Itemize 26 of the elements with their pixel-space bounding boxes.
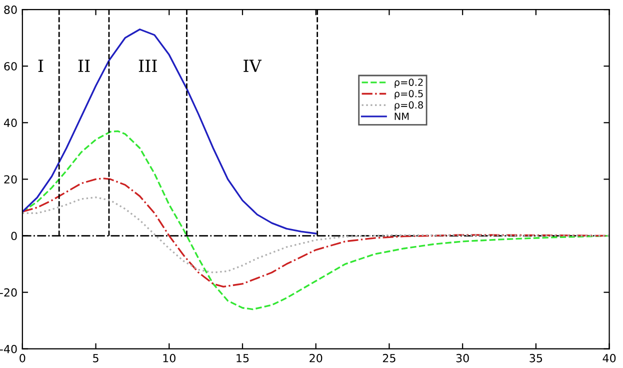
- y-tick-label: -40: [0, 344, 17, 354]
- y-tick-label: 60: [4, 62, 17, 70]
- x-tick-label: 20: [310, 354, 322, 362]
- annotation: I: [38, 60, 44, 72]
- annotation: IV: [244, 60, 262, 72]
- legend-label: ρ=0.2: [394, 78, 423, 88]
- y-tick-label: -20: [0, 288, 17, 297]
- line-series: [22, 196, 610, 274]
- annotation: III: [138, 60, 157, 72]
- legend-label: ρ=0.8: [394, 101, 423, 111]
- x-tick-label: 10: [163, 354, 176, 362]
- x-tick-label: 15: [236, 354, 249, 362]
- x-tick-label: 5: [93, 354, 98, 362]
- legend-label: NM: [394, 112, 409, 120]
- x-tick-label: 40: [602, 354, 616, 362]
- x-tick-label: 0: [20, 354, 26, 362]
- x-tick-label: 25: [382, 354, 396, 362]
- y-tick-label: 20: [4, 175, 17, 184]
- x-tick-label: 35: [530, 354, 542, 362]
- annotation: II: [78, 60, 90, 72]
- y-tick-label: 0: [11, 232, 17, 240]
- line-series: [22, 28, 317, 234]
- y-tick-label: 40: [4, 118, 17, 128]
- y-tick-label: 80: [4, 6, 17, 14]
- legend-label: ρ=0.5: [394, 90, 423, 100]
- x-tick-label: 30: [456, 354, 469, 362]
